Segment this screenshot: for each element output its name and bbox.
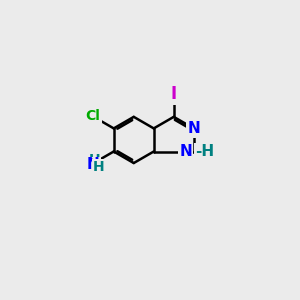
Text: I: I bbox=[171, 85, 177, 103]
Text: H: H bbox=[93, 160, 104, 174]
Text: H: H bbox=[89, 153, 100, 167]
Text: N: N bbox=[87, 158, 100, 172]
Text: N: N bbox=[188, 121, 200, 136]
Text: N: N bbox=[179, 144, 192, 159]
Text: -H: -H bbox=[195, 144, 214, 159]
Text: Cl: Cl bbox=[85, 109, 100, 123]
